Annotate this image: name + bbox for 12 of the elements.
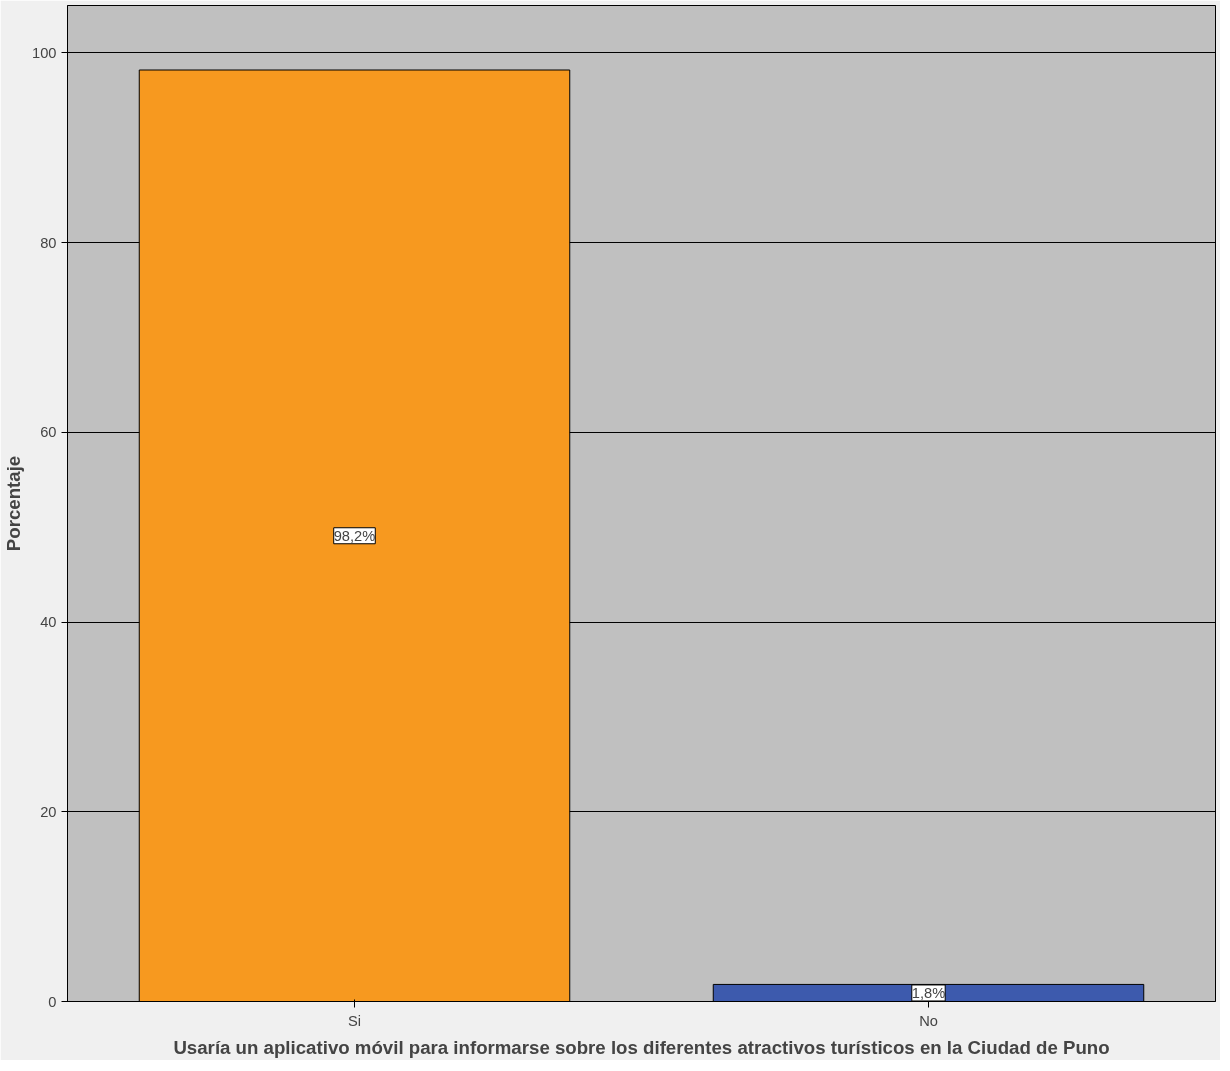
y-tick-label: 0 bbox=[48, 993, 57, 1010]
x-tick-label: Si bbox=[347, 1012, 362, 1029]
y-axis-title: Porcentaje bbox=[3, 455, 25, 552]
x-tick-label: No bbox=[919, 1012, 938, 1029]
x-axis-title: Usaría un aplicativo móvil para informarse sobre los diferentes atractivos turísticos en la Ciudad de Puno bbox=[173, 1036, 1110, 1058]
data-label: 98,2% bbox=[333, 527, 376, 544]
y-tick-label: 80 bbox=[40, 234, 57, 251]
y-tick-label: 100 bbox=[32, 44, 57, 61]
y-tick-label: 20 bbox=[40, 803, 57, 820]
y-tick-label: 60 bbox=[40, 424, 57, 441]
y-tick-label: 40 bbox=[40, 614, 57, 631]
data-label: 1,8% bbox=[911, 984, 946, 1001]
